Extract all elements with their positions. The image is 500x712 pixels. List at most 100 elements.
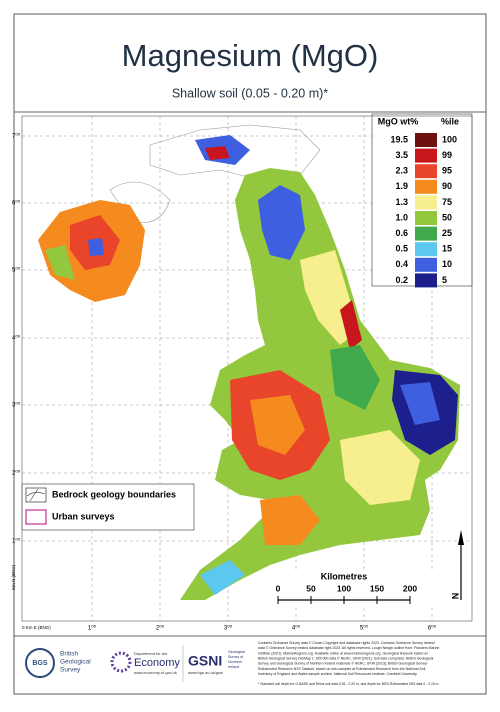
legend-swatch (415, 148, 437, 163)
overlay-label: Bedrock geology boundaries (52, 489, 176, 499)
x-coordinate-label: 5⁰⁰ (360, 625, 369, 632)
legend-swatch (415, 179, 437, 194)
scale-tick-label: 150 (370, 583, 384, 593)
scale-tick-label: 0 (276, 583, 281, 593)
credit-line: Rothamsted Research NSI* Dataset, based … (258, 667, 426, 671)
legend-heading: %ile (441, 116, 459, 126)
bgs-name: British (60, 651, 78, 658)
legend-percentile: 100 (442, 134, 457, 144)
footer: BGS British Geological Survey Department… (25, 641, 439, 686)
bgs-logo (25, 648, 55, 678)
north-arrow (458, 530, 464, 545)
credit-line: Survey and Geological Survey of Northern… (258, 662, 429, 666)
credit-line: Institute (2021). MarineRegions.org. Ava… (258, 651, 428, 655)
legend-value: 3.5 (395, 150, 408, 160)
bgs-name: Survey (60, 667, 81, 674)
legend-swatch (415, 226, 437, 241)
gsni-full: Survey of (228, 655, 243, 659)
credit-line: data © Ordnance Survey Ireland database … (258, 646, 439, 650)
map-shapes (38, 124, 460, 600)
legend-percentile: 15 (442, 244, 452, 254)
geology-swatch-lines (26, 488, 46, 502)
legend-swatch (415, 211, 437, 225)
credit-line: Contains Ordnance Survey data © Crown Co… (258, 641, 435, 645)
legend-swatch (415, 195, 437, 210)
legend-value: 0.6 (395, 228, 408, 238)
legend-percentile: 75 (442, 197, 452, 207)
geology-boundary (109, 181, 171, 223)
legend-percentile: 50 (442, 212, 452, 222)
ni-mid (45, 245, 75, 280)
y-coordinate-label: 1⁰⁰ (12, 538, 21, 545)
scale-title: Kilometres (321, 571, 368, 581)
north-low (258, 185, 305, 260)
legend-swatch (415, 257, 437, 272)
credit-line: British Geological Survey DiGMap 1: 625 … (258, 657, 434, 661)
x-coordinate-label: 2⁰⁰ (156, 625, 165, 632)
y-coordinate-label: 6⁰⁰ (12, 200, 21, 207)
y-axis-title: Km N (BNG) (11, 564, 16, 590)
economy-name: Economy (134, 657, 180, 669)
map-frame (21, 115, 473, 622)
gsni-name: GSNI (188, 653, 222, 669)
legend-swatch (415, 242, 437, 257)
x-axis-title: 0 Km E (BNG) (22, 625, 51, 630)
legend-value: 0.4 (395, 259, 408, 269)
north-label: N (450, 593, 460, 600)
y-coordinate-label: 2⁰⁰ (12, 470, 21, 477)
lough-neagh (88, 238, 104, 256)
subtitle: Shallow soil (0.05 - 0.20 m)* (172, 86, 328, 100)
scale-tick-label: 200 (403, 583, 417, 593)
gsni-full: Geological (228, 650, 245, 654)
bgs-logo-text: BGS (32, 660, 48, 667)
economy-mark (110, 651, 132, 673)
outer-frame (13, 13, 487, 695)
y-coordinate-label: 5⁰⁰ (12, 267, 21, 274)
legend-value: 0.5 (395, 244, 408, 254)
legend-swatch (415, 273, 437, 288)
legend-value: 19.5 (390, 134, 408, 144)
east-midlands (330, 345, 380, 410)
bgs-name: Geological (60, 659, 91, 666)
east-anglia-low (400, 382, 440, 425)
y-coordinate-label: 7⁰⁰ (12, 133, 21, 140)
legend-swatch (415, 164, 437, 179)
gsni-url: www.bgs.ac.uk/gsni (188, 670, 223, 675)
pennines-high (340, 300, 362, 350)
legend-heading: MgO wt% (378, 116, 419, 126)
economy-url: www.economy-ni.gov.uk (134, 670, 177, 675)
urban-swatch (25, 509, 47, 525)
legend-percentile: 90 (442, 181, 452, 191)
legend-percentile: 95 (442, 166, 452, 176)
overlay-box (21, 483, 195, 531)
y-coordinate-label: 4⁰⁰ (12, 335, 21, 342)
gsni-full: Northern (228, 660, 242, 664)
x-coordinate-label: 4⁰⁰ (292, 625, 301, 632)
scale-tick-label: 100 (337, 583, 351, 593)
scale-tick-label: 50 (306, 583, 316, 593)
legend-value: 1.9 (395, 181, 408, 191)
footnote: * Standard soil depth for G-BASE and Tel… (258, 682, 439, 686)
south-east (340, 430, 420, 505)
title: Magnesium (MgO) (122, 38, 379, 73)
legend-percentile: 25 (442, 228, 452, 238)
y-coordinate-label: 3⁰⁰ (12, 402, 21, 409)
legend-value: 1.0 (395, 212, 408, 222)
overlay-legend: Bedrock geology boundaries Urban surveys (21, 483, 195, 531)
midlands-mid (250, 395, 305, 455)
overlay-label: Urban surveys (52, 511, 115, 521)
cornwall (200, 560, 245, 595)
geology-swatch (25, 487, 47, 503)
x-coordinate-label: 6⁰⁰ (428, 625, 437, 632)
legend-value: 2.3 (395, 166, 408, 176)
south-west (260, 495, 320, 545)
legend: MgO wt% %ile 19.5 100 3.5 99 2.3 95 1.9 90 1.3 75… (371, 113, 473, 288)
legend-swatch (415, 133, 437, 147)
economy-small: Department for the (134, 651, 168, 656)
scotland-fragment (205, 146, 230, 160)
x-coordinate-label: 1⁰⁰ (88, 625, 97, 632)
legend-percentile: 99 (442, 150, 452, 160)
legend-value: 0.2 (395, 275, 408, 285)
scale-bar: Kilometres N 0 50 100 150 200 (272, 530, 464, 606)
